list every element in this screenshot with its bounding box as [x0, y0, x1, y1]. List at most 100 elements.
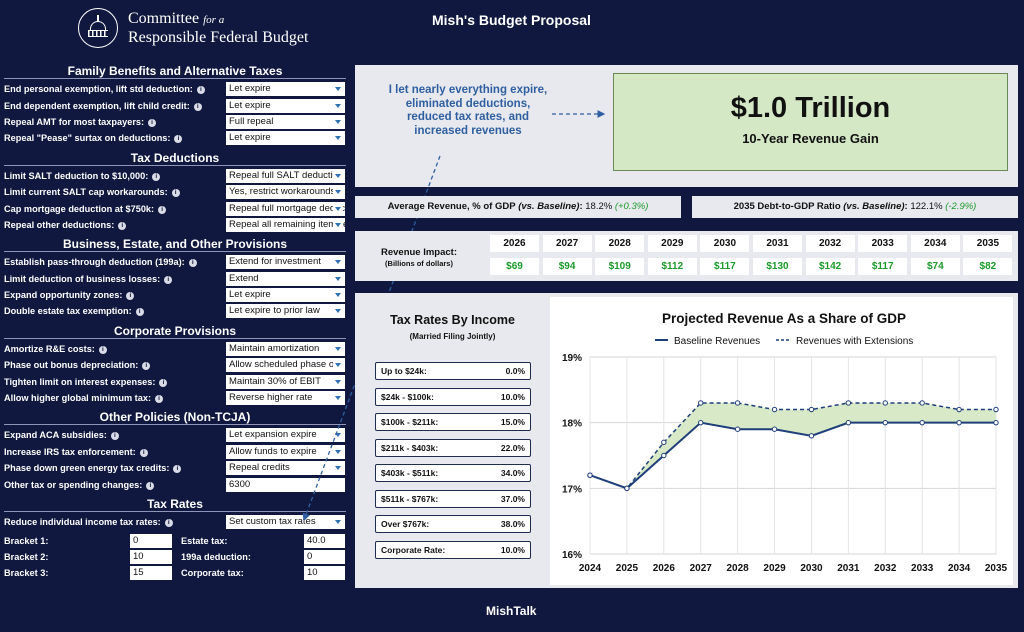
chevron-down-icon[interactable] — [333, 168, 343, 183]
policy-dropdown[interactable]: Let expire — [226, 288, 345, 303]
x-tick-label: 2027 — [690, 563, 713, 574]
policy-dropdown[interactable]: Let expire — [226, 98, 345, 113]
x-tick-label: 2031 — [837, 563, 860, 574]
policy-dropdown[interactable]: Maintain amortization — [226, 341, 345, 356]
revenue-chart-svg: Projected Revenue As a Share of GDP Basel… — [562, 311, 1008, 574]
info-icon[interactable]: i — [98, 345, 107, 354]
x-tick-label: 2035 — [985, 563, 1008, 574]
policy-label-text: Allow higher global minimum tax: — [4, 393, 152, 404]
chevron-down-icon[interactable] — [333, 114, 343, 129]
info-icon[interactable]: i — [126, 292, 135, 301]
chevron-down-icon[interactable] — [333, 444, 343, 459]
info-icon[interactable]: i — [159, 378, 168, 387]
chevron-down-icon[interactable] — [333, 255, 343, 270]
avg-revenue-stat: Average Revenue, % of GDP (vs. Baseline)… — [355, 196, 681, 218]
chevron-down-icon[interactable] — [333, 341, 343, 356]
policy-dropdown-value: Let expire to prior law — [229, 305, 320, 317]
capitol-dome-icon — [78, 8, 118, 48]
policy-dropdown[interactable]: Full repeal — [226, 114, 345, 129]
chevron-down-icon[interactable] — [333, 461, 343, 476]
policy-label-text: Repeal AMT for most taxpayers: — [4, 116, 145, 127]
chevron-down-icon[interactable] — [333, 271, 343, 286]
revenue-impact-table: Revenue Impact: (Billions of dollars) 20… — [355, 231, 1018, 281]
chevron-down-icon[interactable] — [333, 201, 343, 216]
chevron-down-icon[interactable] — [333, 98, 343, 113]
chevron-down-icon[interactable] — [333, 515, 343, 529]
info-icon[interactable]: i — [164, 275, 173, 284]
rate-input[interactable]: 0 — [304, 550, 345, 565]
policy-dropdown-value: Allow funds to expire — [229, 445, 317, 457]
impact-year: 2026 — [490, 235, 539, 252]
bracket-input[interactable]: 10 — [130, 550, 172, 565]
policy-label-text: Phase down green energy tax credits: — [4, 463, 170, 474]
chevron-down-icon[interactable] — [333, 428, 343, 443]
info-icon[interactable]: i — [171, 189, 180, 198]
info-icon[interactable]: i — [158, 205, 167, 214]
policy-label: Limit current SALT cap workarounds: i — [4, 187, 180, 198]
policy-label: End personal exemption, lift std deducti… — [4, 84, 205, 95]
rate-input[interactable]: 40.0 — [304, 534, 345, 549]
info-icon[interactable]: i — [148, 118, 157, 127]
debt-ratio-value: 122.1% — [910, 201, 943, 212]
policy-dropdown[interactable]: Let expansion expire — [226, 428, 345, 443]
rate-bracket-label: $403k - $511k: — [381, 468, 439, 478]
chevron-down-icon[interactable] — [333, 82, 343, 97]
policy-dropdown-value: Let expire — [229, 289, 271, 301]
chevron-down-icon[interactable] — [333, 288, 343, 303]
info-icon[interactable]: i — [196, 86, 205, 95]
info-icon[interactable]: i — [174, 135, 183, 144]
info-icon[interactable]: i — [164, 519, 173, 527]
info-icon[interactable]: i — [146, 481, 155, 490]
policy-dropdown[interactable]: Let expire to prior law — [226, 304, 345, 319]
policy-text-input[interactable]: 6300 — [226, 477, 345, 492]
info-icon[interactable]: i — [118, 221, 127, 230]
policy-dropdown[interactable]: Maintain 30% of EBIT — [226, 374, 345, 389]
policy-dropdown[interactable]: Allow scheduled phase out — [226, 358, 345, 373]
info-icon[interactable]: i — [155, 395, 164, 404]
policy-dropdown[interactable]: Yes, restrict workarounds — [226, 185, 345, 200]
chevron-down-icon[interactable] — [333, 185, 343, 200]
bracket-input[interactable]: 0 — [130, 534, 172, 549]
chevron-down-icon[interactable] — [333, 358, 343, 373]
policy-dropdown-value: Let expansion expire — [229, 429, 317, 441]
policy-dropdown-value: Repeal credits — [229, 462, 290, 474]
point-extensions — [624, 485, 630, 492]
policy-dropdown[interactable]: Extend for investment — [226, 255, 345, 270]
x-tick-label: 2026 — [653, 563, 676, 574]
policy-dropdown[interactable]: Reverse higher rate — [226, 391, 345, 406]
revenue-impact-label: Revenue Impact: — [380, 247, 458, 258]
info-icon[interactable]: i — [193, 102, 202, 111]
policy-dropdown[interactable]: Allow funds to expire — [226, 444, 345, 459]
policy-dropdown[interactable]: Let expire — [226, 131, 345, 146]
chevron-down-icon[interactable] — [333, 131, 343, 146]
chevron-down-icon[interactable] — [333, 391, 343, 406]
policy-row: End personal exemption, lift std deducti… — [0, 81, 350, 97]
chevron-down-icon[interactable] — [333, 374, 343, 389]
info-icon[interactable]: i — [135, 308, 144, 317]
rate-input[interactable]: 10 — [304, 566, 345, 581]
policy-label: Expand opportunity zones: i — [4, 290, 135, 301]
logo-line1-small: for a — [203, 13, 225, 26]
chevron-down-icon[interactable] — [333, 217, 343, 232]
policy-dropdown[interactable]: Let expire — [226, 82, 345, 97]
policy-label-text: Phase out bonus depreciation: — [4, 360, 139, 371]
policy-dropdown[interactable]: Repeal all remaining itemized — [226, 217, 345, 232]
policy-label: Establish pass-through deduction (199a):… — [4, 257, 197, 268]
info-icon[interactable]: i — [110, 432, 119, 441]
bracket-input[interactable]: 15 — [130, 566, 172, 581]
policy-label-text: Double estate tax exemption: — [4, 306, 132, 317]
info-icon[interactable]: i — [173, 465, 182, 474]
policy-dropdown[interactable]: Extend — [226, 271, 345, 286]
info-icon[interactable]: i — [152, 172, 161, 181]
policy-dropdown[interactable]: Repeal credits — [226, 461, 345, 476]
chevron-down-icon[interactable] — [333, 304, 343, 319]
info-icon[interactable]: i — [139, 448, 148, 457]
point-extensions — [771, 406, 778, 413]
point-extensions — [845, 400, 852, 406]
info-icon[interactable]: i — [142, 362, 151, 371]
policy-dropdown[interactable]: Repeal full SALT deduction — [226, 168, 345, 183]
logo-line2: Responsible Federal Budget — [128, 28, 309, 46]
policy-dropdown[interactable]: Repeal full mortgage deduction — [226, 201, 345, 216]
info-icon[interactable]: i — [188, 259, 197, 268]
tax-rate-mode-dropdown[interactable]: Set custom tax rates — [226, 515, 345, 529]
